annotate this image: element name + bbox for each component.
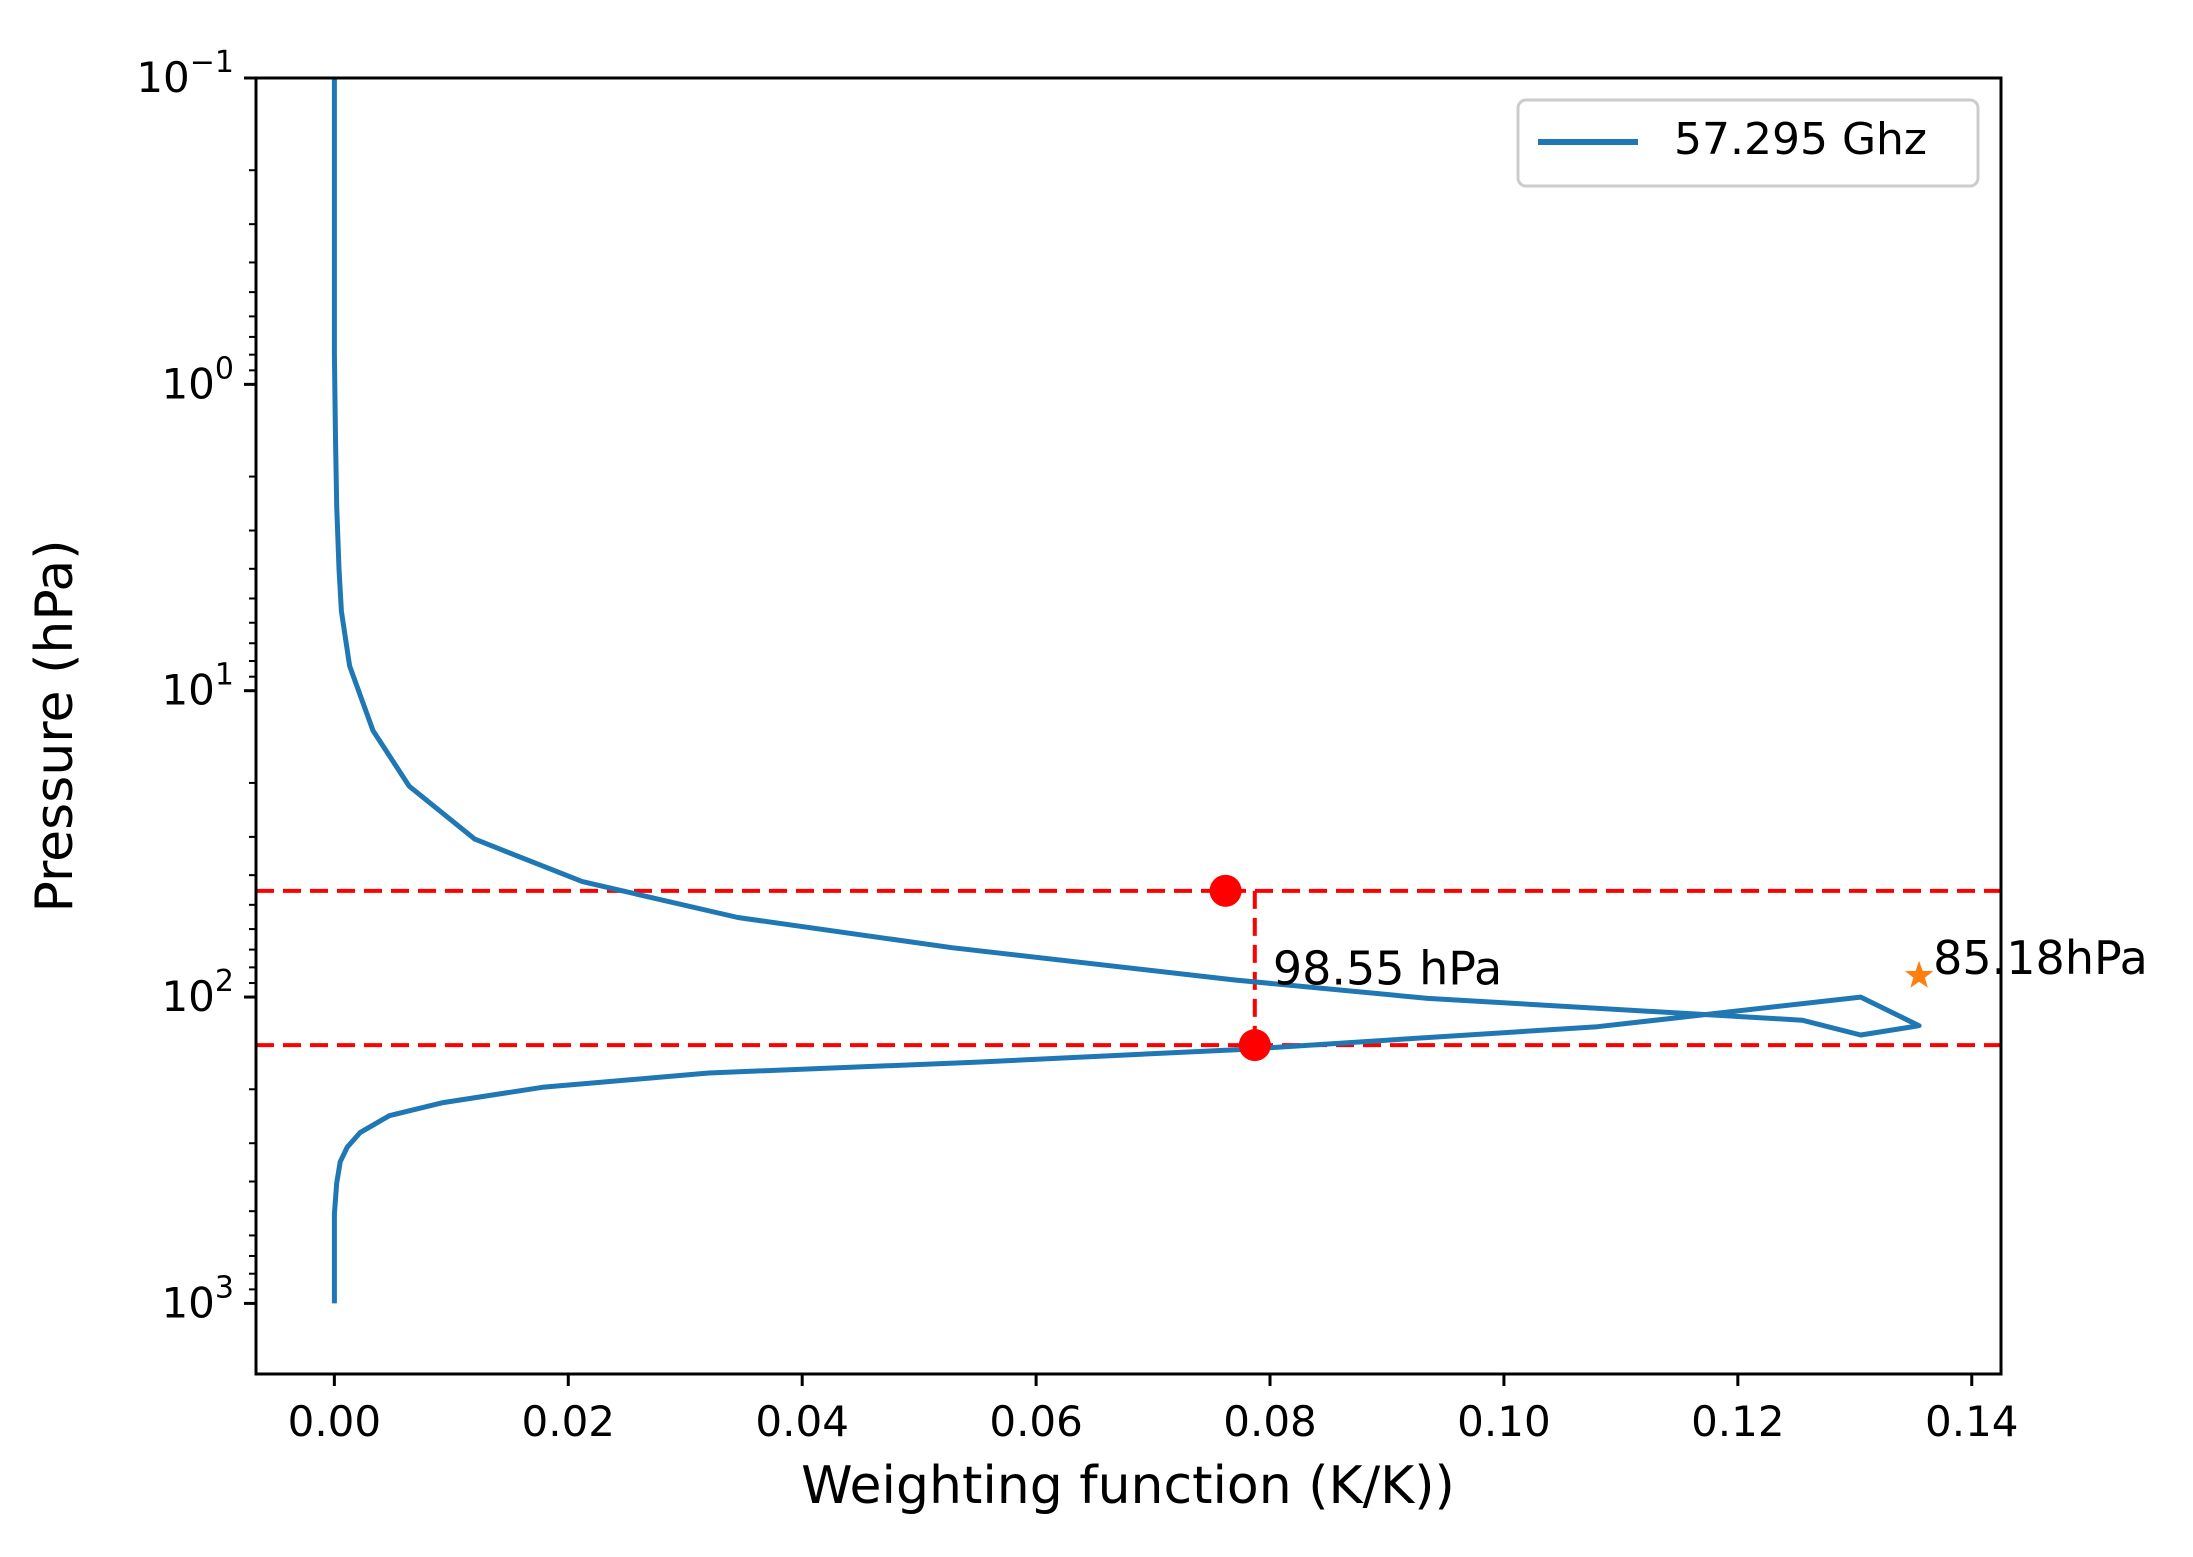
upper-half-max-point (1209, 874, 1242, 907)
thickness-annotation: 98.55 hPa (1273, 941, 1502, 995)
x-tick-label: 0.06 (989, 1397, 1083, 1446)
legend: 57.295 Ghz (1516, 98, 1980, 188)
y-tick-label: 103 (161, 1270, 234, 1327)
x-tick-label: 0.04 (755, 1397, 849, 1446)
x-tick-label: 0.02 (522, 1397, 616, 1446)
y-tick-label: 102 (161, 964, 234, 1021)
plot-data (256, 78, 2001, 1304)
legend-box (1516, 98, 1980, 188)
x-axis-ticks: 0.00 0.02 0.04 0.06 0.08 0.10 0.12 0.14 (288, 1374, 2019, 1446)
peak-star-marker (1904, 960, 1934, 988)
y-axis-ticks: 10−1 100 101 102 103 (136, 45, 256, 1327)
x-tick-label: 0.14 (1925, 1397, 2019, 1446)
weighting-function-line (331, 78, 1922, 1304)
x-tick-label: 0.12 (1691, 1397, 1785, 1446)
peak-annotation: 85.18hPa (1933, 931, 2148, 985)
y-tick-label: 10−1 (136, 45, 234, 102)
y-tick-label: 100 (161, 351, 234, 408)
lower-half-max-point (1238, 1029, 1271, 1062)
x-tick-label: 0.10 (1457, 1397, 1551, 1446)
y-tick-label: 101 (161, 658, 234, 715)
y-axis-title: Pressure (hPa) (25, 540, 85, 913)
x-axis-title: Weighting function (K/K)) (801, 1456, 1455, 1516)
x-tick-label: 0.08 (1223, 1397, 1317, 1446)
x-tick-label: 0.00 (288, 1397, 382, 1446)
legend-label: 57.295 Ghz (1674, 114, 1927, 165)
axes-frame (254, 76, 2003, 1376)
